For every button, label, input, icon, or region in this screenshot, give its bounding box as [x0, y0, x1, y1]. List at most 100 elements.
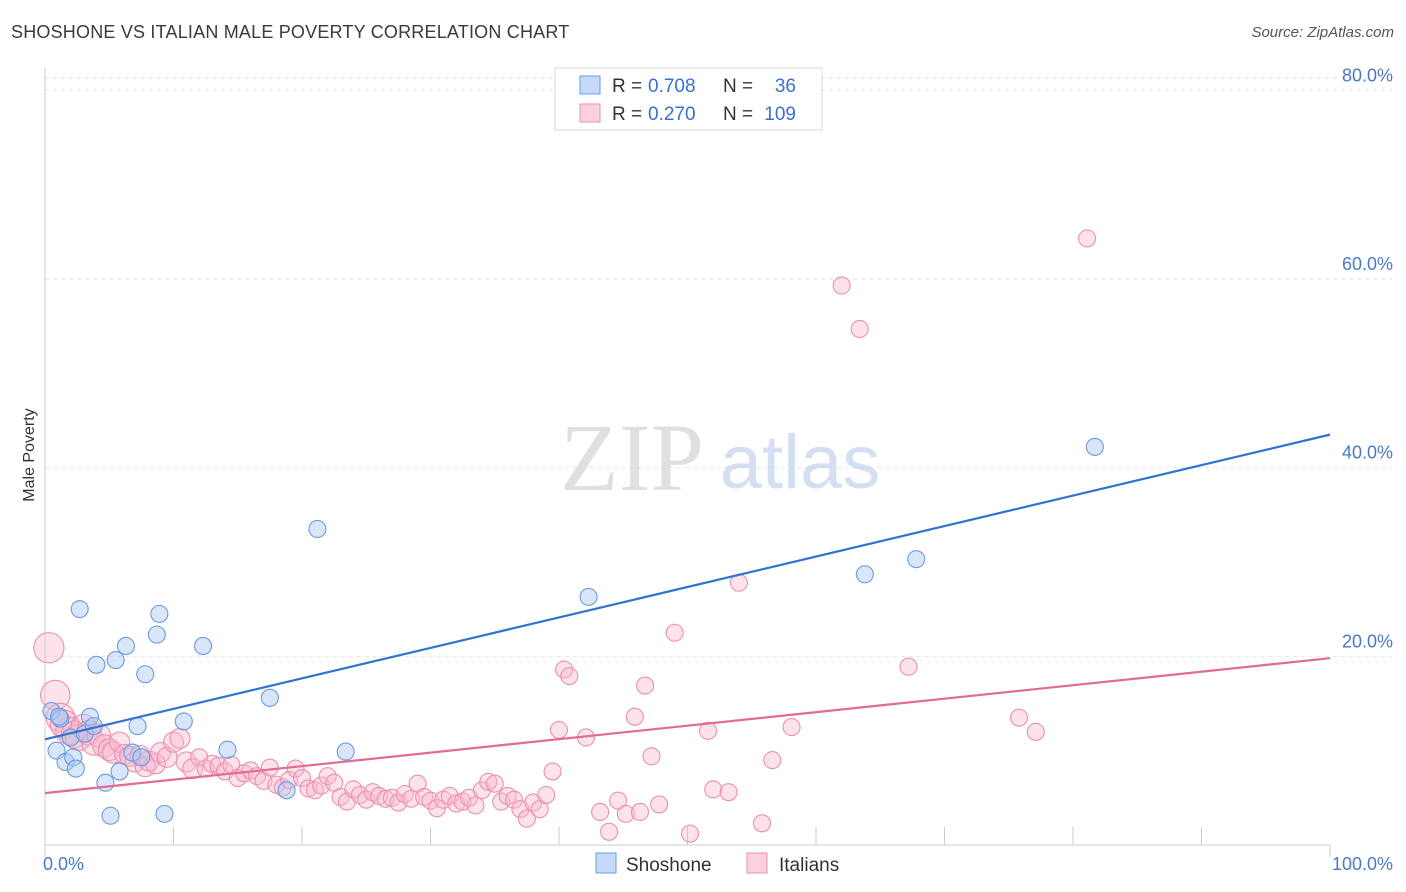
point-shoshone-31 — [579, 587, 598, 606]
point-italians-95 — [642, 747, 661, 766]
point-shoshone-20 — [136, 665, 155, 684]
trend-lines — [44, 433, 1331, 795]
point-shoshone-21 — [147, 625, 166, 644]
point-shoshone-15 — [110, 762, 129, 781]
point-italians-98 — [681, 824, 700, 843]
point-shoshone-35 — [50, 707, 69, 726]
legend-r-label-italians: R = — [612, 104, 642, 125]
y-tick-label-60: 60.0% — [1342, 254, 1393, 274]
point-italians-91 — [616, 804, 635, 823]
point-italians-86 — [560, 667, 579, 686]
point-shoshone-5 — [64, 748, 83, 767]
point-italians-94 — [636, 676, 655, 695]
point-italians-82 — [537, 785, 556, 805]
y-tick-label-80: 80.0% — [1342, 65, 1393, 85]
point-shoshone-12 — [96, 773, 115, 792]
x-tick-label-end: 100.0% — [1332, 854, 1393, 874]
bottom-legend: Shoshone Italians — [595, 852, 839, 876]
legend-r-value-shoshone: 0.708 — [648, 76, 696, 97]
legend-n-value-italians: 109 — [764, 104, 796, 125]
point-italians-48 — [318, 767, 337, 786]
point-italians-108 — [899, 657, 918, 676]
legend-swatch-shoshone — [579, 75, 601, 95]
series-italians-points — [33, 229, 1097, 843]
point-italians-19 — [134, 756, 156, 778]
point-shoshone-32 — [855, 565, 874, 584]
point-italians-24 — [162, 731, 185, 753]
point-italians-100 — [704, 780, 723, 799]
point-shoshone-27 — [260, 688, 279, 707]
legend: R = 0.708 N = 36 R = 0.270 N = 109 — [554, 67, 823, 131]
watermark-atlas: atlas — [720, 420, 881, 505]
point-italians-110 — [1026, 722, 1045, 741]
point-italians-79 — [517, 809, 536, 828]
y-axis-label: Male Poverty — [21, 408, 38, 501]
point-italians-84 — [549, 720, 569, 739]
point-shoshone-18 — [128, 717, 147, 736]
grid-lines — [45, 77, 1392, 657]
point-shoshone-33 — [907, 550, 926, 569]
bottom-legend-swatch-italians — [746, 852, 768, 874]
axes — [44, 68, 1331, 857]
point-italians-73 — [479, 772, 498, 791]
point-italians-77 — [504, 790, 524, 809]
point-italians-89 — [600, 822, 619, 841]
point-italians-96 — [650, 795, 669, 814]
bottom-legend-label-shoshone: Shoshone — [626, 855, 712, 876]
point-italians-107 — [850, 319, 869, 339]
y-tick-label-20: 20.0% — [1342, 631, 1393, 651]
point-shoshone-28 — [277, 781, 296, 800]
source-label: Source: ZipAtlas.com — [1251, 24, 1394, 41]
point-shoshone-26 — [218, 740, 237, 759]
point-italians-101 — [719, 783, 738, 802]
point-italians-44 — [292, 768, 312, 788]
point-italians-111 — [1078, 229, 1097, 248]
point-shoshone-34 — [1085, 437, 1104, 456]
trendline-shoshone — [44, 433, 1331, 741]
legend-swatch-italians — [579, 103, 601, 123]
point-italians-104 — [763, 751, 782, 770]
point-shoshone-9 — [80, 707, 100, 726]
bottom-legend-label-italians: Italians — [779, 855, 839, 876]
point-italians-21 — [144, 753, 167, 775]
legend-n-label-italians: N = — [723, 104, 753, 125]
point-italians-92 — [625, 707, 644, 726]
legend-r-value-italians: 0.270 — [648, 104, 696, 125]
point-shoshone-17 — [123, 743, 142, 762]
point-shoshone-19 — [132, 748, 151, 767]
x-tick-label-start: 0.0% — [43, 854, 84, 874]
point-shoshone-6 — [66, 759, 85, 778]
point-italians-71 — [466, 796, 485, 815]
point-shoshone-30 — [336, 742, 355, 761]
point-shoshone-16 — [116, 636, 136, 655]
trendline-italians — [44, 657, 1331, 795]
point-shoshone-7 — [70, 600, 89, 619]
point-italians-88 — [591, 802, 610, 822]
point-italians-103 — [752, 814, 772, 833]
point-shoshone-22 — [150, 604, 169, 623]
series-shoshone-points — [42, 437, 1104, 825]
point-italians-0 — [33, 632, 65, 664]
legend-n-value-shoshone: 36 — [775, 76, 796, 97]
watermark-zip: ZIP — [560, 404, 704, 511]
point-italians-106 — [832, 276, 851, 295]
chart-title: SHOSHONE VS ITALIAN MALE POVERTY CORRELA… — [11, 22, 570, 42]
tick-labels: 20.0% 40.0% 60.0% 80.0% 0.0% 100.0% — [43, 65, 1393, 874]
bottom-legend-swatch-shoshone — [595, 852, 617, 874]
watermark: ZIP atlas — [560, 404, 880, 511]
point-italians-25 — [169, 727, 191, 749]
point-shoshone-14 — [106, 651, 125, 670]
point-shoshone-25 — [194, 636, 213, 655]
point-italians-39 — [260, 758, 279, 777]
y-tick-label-40: 40.0% — [1342, 443, 1393, 463]
legend-n-label-shoshone: N = — [723, 76, 753, 97]
point-shoshone-13 — [101, 806, 120, 825]
legend-r-label-shoshone: R = — [612, 76, 642, 97]
point-italians-109 — [1009, 708, 1029, 727]
point-italians-93 — [630, 802, 650, 822]
point-italians-105 — [782, 718, 801, 737]
point-shoshone-23 — [155, 804, 174, 823]
point-italians-99 — [699, 721, 718, 740]
point-italians-97 — [665, 623, 684, 642]
